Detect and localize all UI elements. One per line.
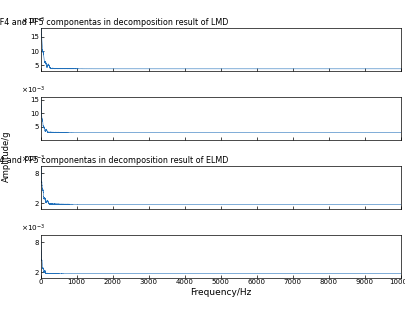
Text: PF4 and PF5 componentas in decomposition result of LMD: PF4 and PF5 componentas in decomposition…	[0, 18, 228, 27]
Text: $\times10^{-3}$: $\times10^{-3}$	[21, 16, 45, 27]
Text: $\times10^{-3}$: $\times10^{-3}$	[21, 154, 45, 165]
Text: Amplitude/g: Amplitude/g	[2, 130, 11, 182]
X-axis label: Frequency/Hz: Frequency/Hz	[190, 288, 252, 297]
Text: PF4 and PF5 componentas in decomposition result of ELMD: PF4 and PF5 componentas in decomposition…	[0, 156, 228, 165]
Text: $\times10^{-3}$: $\times10^{-3}$	[21, 85, 45, 96]
Text: $\times10^{-3}$: $\times10^{-3}$	[21, 222, 45, 234]
